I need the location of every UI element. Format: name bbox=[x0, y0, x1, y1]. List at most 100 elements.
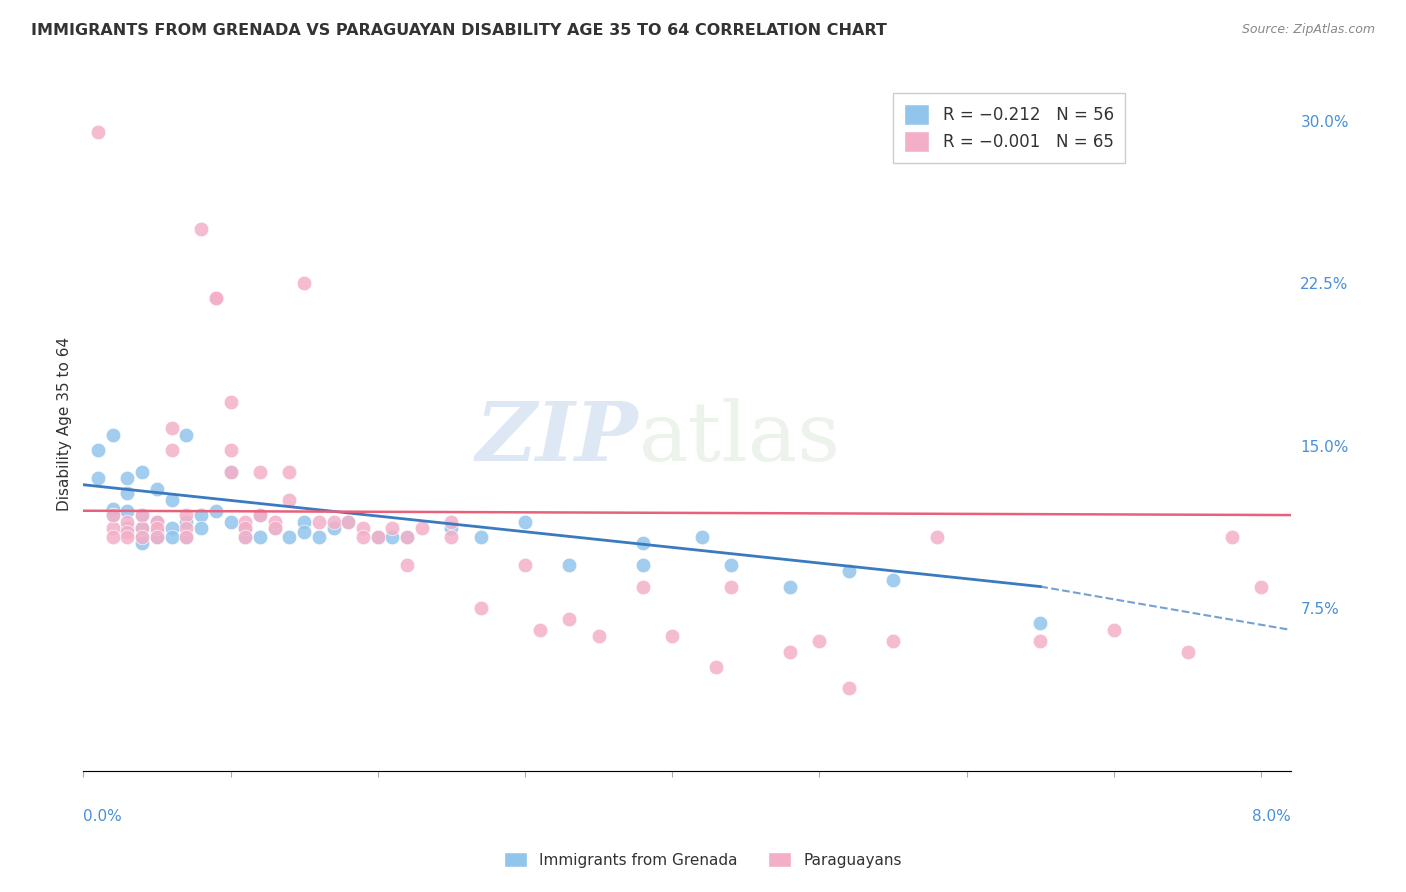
Point bbox=[131, 465, 153, 479]
Point bbox=[381, 530, 404, 544]
Point bbox=[706, 659, 728, 673]
Text: IMMIGRANTS FROM GRENADA VS PARAGUAYAN DISABILITY AGE 35 TO 64 CORRELATION CHART: IMMIGRANTS FROM GRENADA VS PARAGUAYAN DI… bbox=[31, 23, 887, 38]
Point bbox=[87, 443, 110, 458]
Y-axis label: Disability Age 35 to 64: Disability Age 35 to 64 bbox=[58, 337, 72, 511]
Text: Source: ZipAtlas.com: Source: ZipAtlas.com bbox=[1241, 23, 1375, 37]
Point bbox=[396, 530, 419, 544]
Point bbox=[352, 530, 374, 544]
Point bbox=[233, 530, 256, 544]
Point bbox=[219, 465, 242, 479]
Point bbox=[160, 492, 183, 507]
Legend: Immigrants from Grenada, Paraguayans: Immigrants from Grenada, Paraguayans bbox=[496, 844, 910, 875]
Point bbox=[381, 521, 404, 535]
Point bbox=[808, 633, 831, 648]
Point bbox=[1029, 633, 1052, 648]
Point bbox=[131, 530, 153, 544]
Point bbox=[720, 558, 742, 572]
Point bbox=[190, 222, 212, 236]
Point bbox=[117, 521, 139, 535]
Point bbox=[146, 525, 169, 540]
Point bbox=[308, 515, 330, 529]
Point bbox=[219, 515, 242, 529]
Point bbox=[927, 530, 949, 544]
Point bbox=[160, 530, 183, 544]
Point bbox=[160, 521, 183, 535]
Point bbox=[558, 612, 581, 626]
Point bbox=[249, 530, 271, 544]
Point bbox=[440, 521, 463, 535]
Point bbox=[1177, 644, 1199, 658]
Point bbox=[233, 530, 256, 544]
Point bbox=[1102, 623, 1125, 637]
Point bbox=[146, 521, 169, 535]
Point bbox=[779, 644, 801, 658]
Point bbox=[117, 515, 139, 529]
Point bbox=[529, 623, 551, 637]
Point bbox=[131, 508, 153, 522]
Point bbox=[838, 681, 860, 696]
Point bbox=[249, 465, 271, 479]
Point bbox=[558, 558, 581, 572]
Point bbox=[249, 508, 271, 522]
Point bbox=[337, 515, 360, 529]
Point bbox=[204, 504, 226, 518]
Point bbox=[233, 521, 256, 535]
Point bbox=[263, 515, 285, 529]
Point bbox=[263, 521, 285, 535]
Text: 8.0%: 8.0% bbox=[1251, 809, 1291, 824]
Point bbox=[146, 530, 169, 544]
Point bbox=[631, 580, 654, 594]
Point bbox=[146, 515, 169, 529]
Point bbox=[367, 530, 389, 544]
Point bbox=[352, 521, 374, 535]
Point bbox=[131, 521, 153, 535]
Point bbox=[631, 558, 654, 572]
Point bbox=[882, 573, 904, 587]
Point bbox=[631, 536, 654, 550]
Point bbox=[470, 601, 492, 615]
Legend: R = −0.212   N = 56, R = −0.001   N = 65: R = −0.212 N = 56, R = −0.001 N = 65 bbox=[893, 93, 1125, 163]
Point bbox=[440, 515, 463, 529]
Point bbox=[101, 508, 124, 522]
Point bbox=[204, 292, 226, 306]
Point bbox=[308, 530, 330, 544]
Point bbox=[87, 125, 110, 139]
Point bbox=[440, 530, 463, 544]
Point bbox=[690, 530, 713, 544]
Point bbox=[101, 428, 124, 442]
Point bbox=[146, 530, 169, 544]
Point bbox=[190, 508, 212, 522]
Point bbox=[87, 471, 110, 485]
Point bbox=[396, 558, 419, 572]
Point bbox=[249, 508, 271, 522]
Text: ZIP: ZIP bbox=[477, 398, 638, 478]
Point bbox=[779, 580, 801, 594]
Point bbox=[146, 515, 169, 529]
Point bbox=[470, 530, 492, 544]
Point bbox=[117, 530, 139, 544]
Point bbox=[882, 633, 904, 648]
Point bbox=[176, 521, 198, 535]
Point bbox=[278, 465, 301, 479]
Point bbox=[1029, 616, 1052, 631]
Point bbox=[101, 501, 124, 516]
Point bbox=[204, 292, 226, 306]
Point bbox=[176, 515, 198, 529]
Point bbox=[131, 508, 153, 522]
Point bbox=[322, 521, 344, 535]
Point bbox=[160, 421, 183, 435]
Point bbox=[263, 521, 285, 535]
Point bbox=[278, 530, 301, 544]
Point bbox=[337, 515, 360, 529]
Point bbox=[176, 508, 198, 522]
Point bbox=[322, 515, 344, 529]
Point bbox=[146, 482, 169, 496]
Point bbox=[588, 629, 610, 643]
Point bbox=[219, 395, 242, 409]
Point bbox=[661, 629, 683, 643]
Point bbox=[117, 471, 139, 485]
Point bbox=[233, 515, 256, 529]
Point bbox=[131, 530, 153, 544]
Point bbox=[101, 521, 124, 535]
Point bbox=[396, 530, 419, 544]
